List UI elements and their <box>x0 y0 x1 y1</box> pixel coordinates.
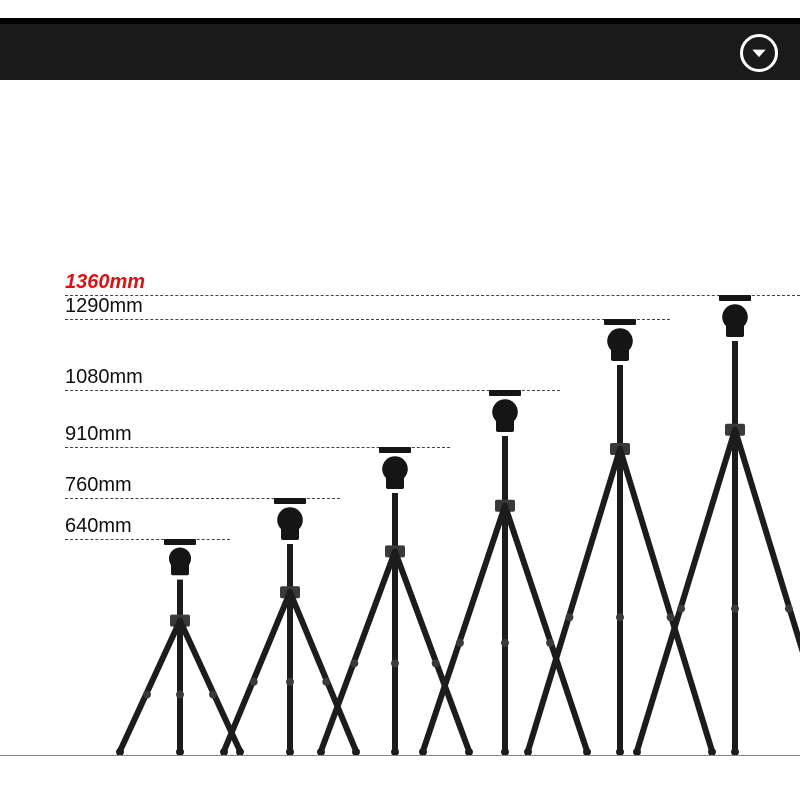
height-label: 1360mm <box>65 271 145 294</box>
comparison-stage: 1360mm1290mm 1080mm 910mm 760mm 640mm <box>0 80 800 800</box>
height-label: 640mm <box>65 515 132 538</box>
ground-line <box>0 755 800 756</box>
header-bar <box>0 24 800 80</box>
tripod <box>627 295 800 755</box>
height-label: 910mm <box>65 423 132 446</box>
height-label: 1080mm <box>65 366 143 389</box>
height-label: 760mm <box>65 474 132 497</box>
expand-down-button[interactable] <box>740 34 778 72</box>
chevron-down-icon <box>749 43 769 63</box>
height-label: 1290mm <box>65 295 143 318</box>
